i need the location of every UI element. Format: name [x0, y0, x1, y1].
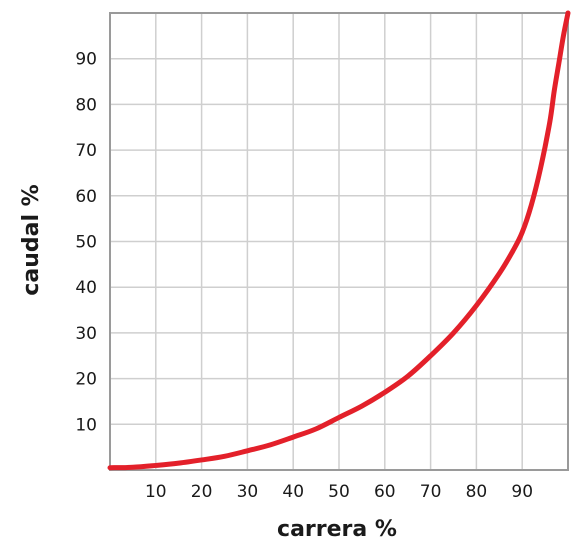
grid	[110, 13, 568, 470]
y-tick-label: 50	[75, 233, 97, 253]
y-tick-label: 30	[75, 324, 97, 344]
y-tick-labels: 10 20 30 40 50 60 70 80 90	[75, 50, 97, 436]
y-tick-label: 70	[75, 141, 97, 161]
x-tick-label: 30	[237, 482, 259, 502]
y-tick-label: 60	[75, 187, 97, 207]
x-tick-label: 10	[145, 482, 167, 502]
x-tick-label: 70	[420, 482, 442, 502]
y-tick-label: 40	[75, 278, 97, 298]
series-line-flow	[107, 10, 571, 471]
x-tick-label: 50	[328, 482, 350, 502]
x-tick-label: 90	[511, 482, 533, 502]
x-tick-label: 60	[374, 482, 396, 502]
y-tick-label: 80	[75, 95, 97, 115]
x-tick-label: 20	[191, 482, 213, 502]
y-tick-label: 10	[75, 415, 97, 435]
x-tick-labels: 10 20 30 40 50 60 70 80 90	[145, 482, 533, 502]
y-tick-label: 20	[75, 370, 97, 390]
plot-frame	[109, 12, 569, 471]
x-tick-label: 80	[466, 482, 488, 502]
x-axis-title: carrera %	[277, 517, 397, 542]
y-tick-label: 90	[75, 50, 97, 70]
x-tick-label: 40	[282, 482, 304, 502]
y-axis-title: caudal %	[19, 184, 44, 295]
